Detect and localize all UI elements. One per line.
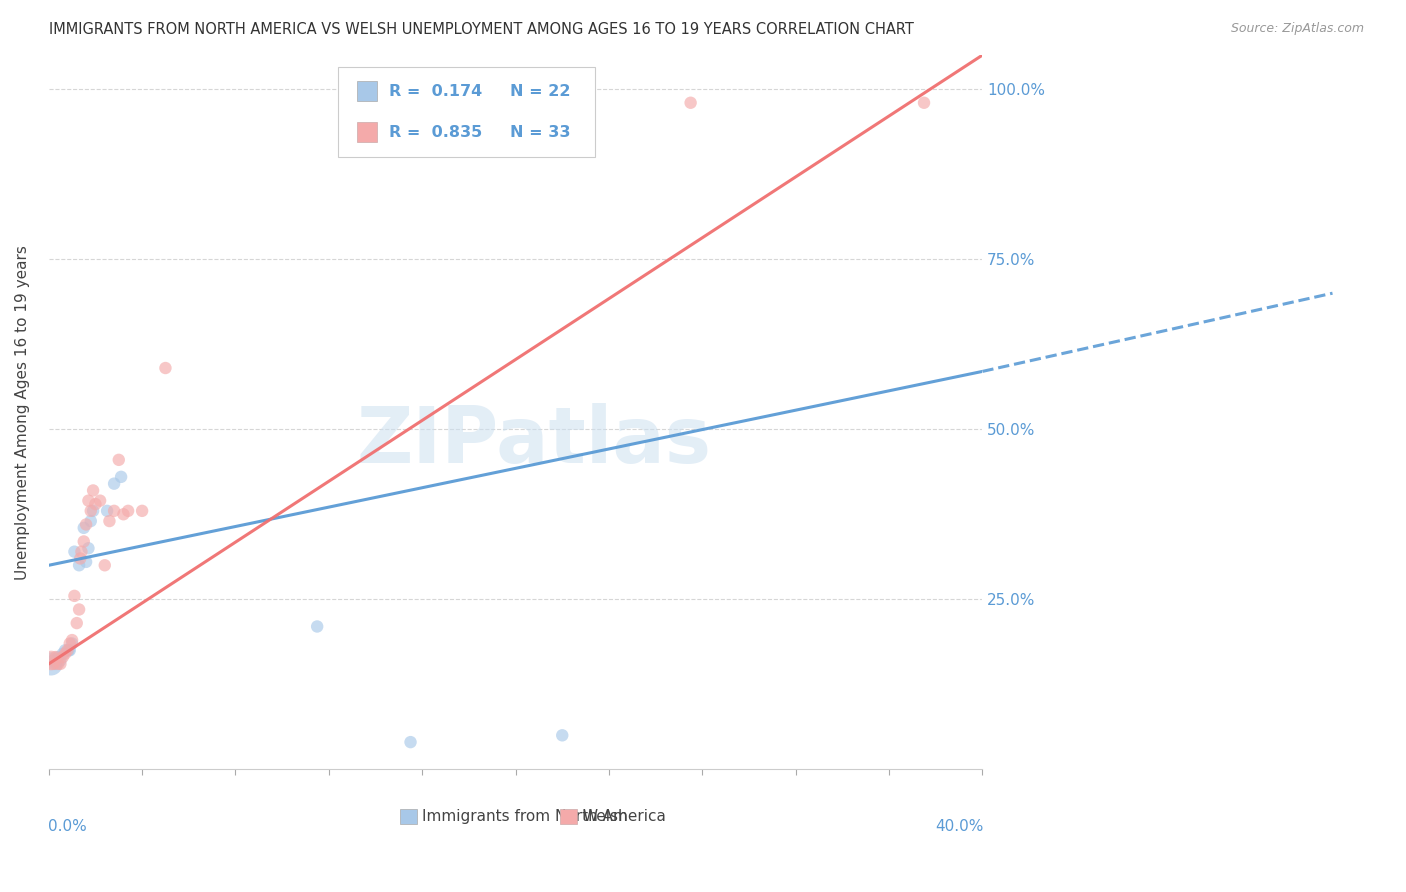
Point <box>66 616 89 631</box>
Bar <box>357 81 377 102</box>
Y-axis label: Unemployment Among Ages 16 to 19 years: Unemployment Among Ages 16 to 19 years <box>15 244 30 580</box>
Point <box>52 647 75 661</box>
Point <box>107 453 129 467</box>
Text: Immigrants from North America: Immigrants from North America <box>422 809 666 824</box>
Point <box>75 555 97 569</box>
Text: R =  0.174: R = 0.174 <box>388 84 482 99</box>
Point <box>399 735 422 749</box>
Text: N = 22: N = 22 <box>510 84 571 99</box>
Point <box>58 643 80 657</box>
Point <box>56 643 79 657</box>
Bar <box>399 809 416 824</box>
Point <box>103 476 125 491</box>
Point <box>307 619 329 633</box>
Point <box>59 643 82 657</box>
Text: Source: ZipAtlas.com: Source: ZipAtlas.com <box>1230 22 1364 36</box>
Point <box>67 558 90 573</box>
Point <box>112 508 135 522</box>
Point <box>94 558 117 573</box>
Point <box>84 497 107 511</box>
Text: Welsh: Welsh <box>583 809 628 824</box>
Point <box>77 493 100 508</box>
Point <box>80 514 103 528</box>
Point <box>49 653 72 667</box>
Point <box>69 551 91 566</box>
Point <box>75 517 97 532</box>
Point <box>399 95 422 110</box>
Point <box>82 483 104 498</box>
Point <box>63 544 86 558</box>
Bar <box>561 809 578 824</box>
Point <box>89 493 111 508</box>
Point <box>52 650 75 665</box>
Point <box>45 650 67 665</box>
Point <box>39 657 62 671</box>
Point <box>131 504 153 518</box>
Point <box>77 541 100 556</box>
Point <box>103 504 125 518</box>
Point <box>117 504 139 518</box>
Point <box>39 653 62 667</box>
Point <box>110 470 132 484</box>
Point <box>49 657 72 671</box>
Bar <box>357 122 377 143</box>
Point <box>80 504 103 518</box>
Text: R =  0.835: R = 0.835 <box>388 125 482 140</box>
Point <box>53 643 76 657</box>
Text: N = 33: N = 33 <box>510 125 571 140</box>
Point <box>60 636 83 650</box>
Point <box>155 361 177 376</box>
Point <box>63 589 86 603</box>
Point <box>70 544 93 558</box>
Point <box>912 95 935 110</box>
Point <box>46 650 69 665</box>
Point <box>82 504 104 518</box>
Point <box>679 95 702 110</box>
Point <box>45 657 67 671</box>
Point <box>98 514 121 528</box>
Point <box>42 657 65 671</box>
Point <box>60 633 83 648</box>
Text: IMMIGRANTS FROM NORTH AMERICA VS WELSH UNEMPLOYMENT AMONG AGES 16 TO 19 YEARS CO: IMMIGRANTS FROM NORTH AMERICA VS WELSH U… <box>49 22 914 37</box>
Text: ZIPatlas: ZIPatlas <box>357 403 711 479</box>
Point <box>73 521 96 535</box>
Text: 40.0%: 40.0% <box>935 820 983 834</box>
Point <box>73 534 96 549</box>
FancyBboxPatch shape <box>339 67 595 157</box>
Text: 0.0%: 0.0% <box>48 820 87 834</box>
Point <box>67 602 90 616</box>
Point <box>551 728 574 742</box>
Point <box>53 647 76 661</box>
Point <box>42 653 65 667</box>
Point <box>46 657 69 671</box>
Point <box>59 636 82 650</box>
Point <box>96 504 118 518</box>
